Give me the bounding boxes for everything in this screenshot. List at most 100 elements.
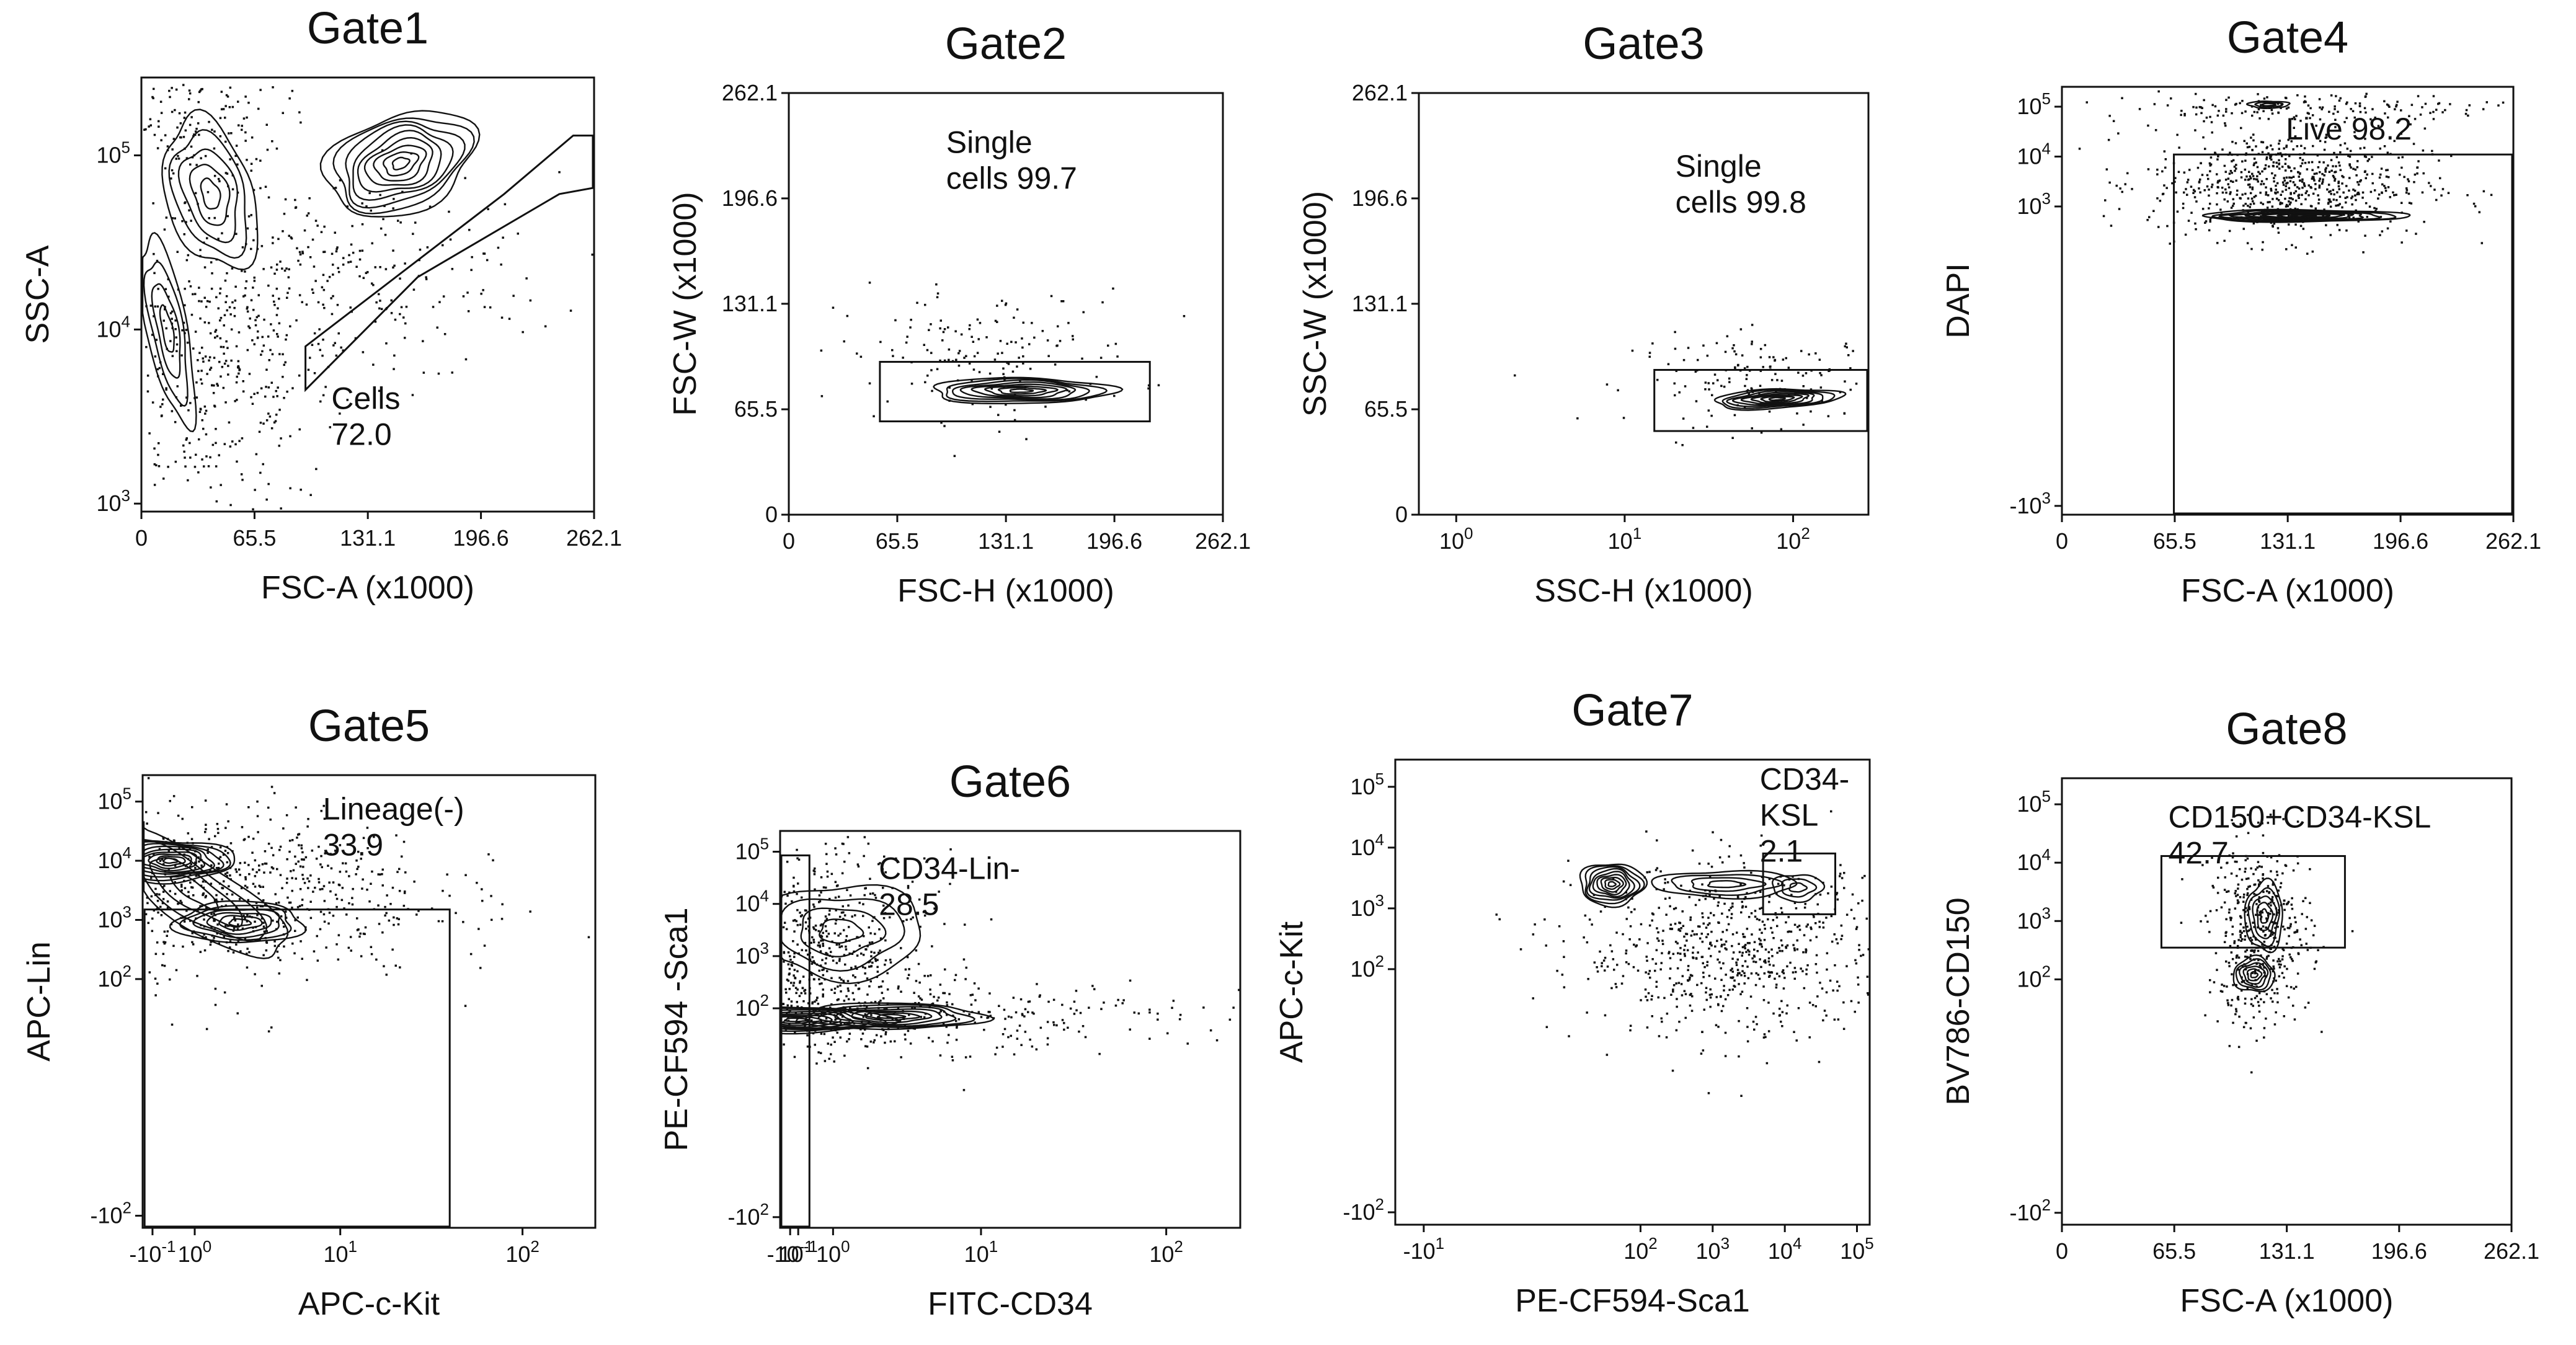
gate-shape[interactable] <box>879 361 1151 423</box>
x-tick-label: 131.1 <box>2259 1238 2315 1264</box>
x-tick-label: 10-1 <box>779 1237 818 1267</box>
contour-lines <box>1713 388 1847 411</box>
x-tick-label: 196.6 <box>1086 528 1142 554</box>
contour-line <box>1671 874 1784 896</box>
y-axis-label: SSC-A <box>20 245 56 344</box>
contour-line <box>970 383 1068 399</box>
gate-label: Lineage(-) <box>323 791 464 826</box>
y-tick-label: 105 <box>2017 89 2051 119</box>
contour-line <box>1600 876 1624 893</box>
y-tick-label: 102 <box>2017 962 2051 992</box>
contour-line <box>865 1012 921 1021</box>
y-axis-label: FSC-W (x1000) <box>667 192 703 415</box>
gate-shape[interactable] <box>143 908 451 1228</box>
x-tick-label: 0 <box>2056 1238 2068 1264</box>
contour-line <box>1596 874 1627 895</box>
y-tick-label: 103 <box>2017 903 2051 933</box>
y-tick-label: 65.5 <box>1364 396 1408 422</box>
y-tick-label: 102 <box>735 991 769 1021</box>
contour-line <box>946 377 1108 402</box>
contour-line <box>1579 863 1648 908</box>
gate-label: Live 98.2 <box>2286 112 2412 146</box>
y-tick-label: 196.6 <box>722 185 778 211</box>
panel-title: Gate4 <box>2227 13 2348 63</box>
y-tick-label: 104 <box>2017 845 2051 875</box>
gate-shape[interactable] <box>780 854 811 1228</box>
x-tick-label: 101 <box>323 1237 357 1267</box>
y-tick-label: 105 <box>2017 787 2051 817</box>
contour-line <box>933 376 1124 404</box>
gate-label: 2.1 <box>1760 833 1803 868</box>
x-tick-label: 101 <box>964 1237 998 1267</box>
contour-line <box>169 900 307 944</box>
x-tick-label: 0 <box>783 528 795 554</box>
contour-line <box>151 283 181 379</box>
x-tick-label: 100 <box>816 1237 850 1267</box>
y-tick-label: 262.1 <box>722 80 778 105</box>
y-tick-label: -102 <box>2010 1196 2051 1225</box>
contour-lines <box>933 376 1124 404</box>
contour-line <box>141 232 197 433</box>
contour-line <box>170 874 220 912</box>
contour-line <box>373 144 427 182</box>
y-tick-label: 104 <box>2017 140 2051 169</box>
contour-line <box>1781 878 1818 898</box>
panel-4: Gate4 Live 98.2 0 65.5 131.1 196.6 262.1 -103 10… <box>1940 13 2541 609</box>
contour-line <box>189 163 231 226</box>
x-tick-label: 262.1 <box>2484 1238 2539 1264</box>
contour-line <box>2254 101 2284 109</box>
y-tick-label: 105 <box>1350 770 1384 799</box>
contour-line <box>2260 908 2270 924</box>
contour-line <box>1588 868 1635 899</box>
contour-line <box>834 1008 943 1026</box>
plot-frame <box>1418 92 1870 516</box>
gate-label: 42.7 <box>2168 836 2228 871</box>
x-tick-label: 196.6 <box>2371 1238 2427 1264</box>
y-tick-label: 0 <box>1395 502 1408 527</box>
contour-line <box>332 117 475 215</box>
contour-line <box>177 148 238 244</box>
gate-label: KSL <box>1760 797 1819 832</box>
contour-line <box>1584 865 1645 905</box>
y-tick-label: 103 <box>96 486 130 516</box>
panel-title: Gate6 <box>949 757 1071 807</box>
plot-frame <box>779 830 1241 1229</box>
gate-shape[interactable] <box>2173 153 2513 515</box>
y-tick-label: 104 <box>97 843 131 873</box>
plot-frame <box>141 774 597 1229</box>
gate-shape[interactable] <box>1653 369 1868 432</box>
contour-line <box>2232 954 2276 993</box>
panel-title: Gate5 <box>308 701 430 751</box>
contour-line <box>2256 902 2274 931</box>
x-tick-label: 262.1 <box>2485 528 2541 554</box>
y-tick-label: 105 <box>735 835 769 864</box>
contour-line <box>143 821 289 959</box>
contour-line <box>959 381 1077 400</box>
gate-shape[interactable] <box>1762 852 1836 915</box>
gate-label: Cells <box>331 381 400 415</box>
x-tick-label: 65.5 <box>2153 528 2196 554</box>
event-dots <box>1495 810 1870 1097</box>
contour-line <box>206 912 272 935</box>
gate-shape[interactable] <box>2160 854 2346 949</box>
contour-line <box>391 156 411 171</box>
gate-shape[interactable] <box>304 135 594 393</box>
contour-line <box>1586 866 1641 901</box>
contour-line <box>795 1002 994 1031</box>
y-tick-label: 262.1 <box>1352 80 1408 105</box>
contour-lines <box>1579 863 1826 908</box>
contour-line <box>161 109 259 270</box>
contour-line <box>1721 389 1836 409</box>
contour-line <box>382 151 420 177</box>
y-tick-label: 102 <box>1350 952 1384 982</box>
contour-line <box>1690 877 1767 892</box>
y-tick-label: -102 <box>1343 1195 1385 1225</box>
x-tick-label: 131.1 <box>978 528 1034 554</box>
contour-line <box>168 129 247 259</box>
contour-line <box>357 130 442 193</box>
contour-line <box>1707 880 1747 889</box>
x-axis-label: FSC-A (x1000) <box>261 570 474 606</box>
